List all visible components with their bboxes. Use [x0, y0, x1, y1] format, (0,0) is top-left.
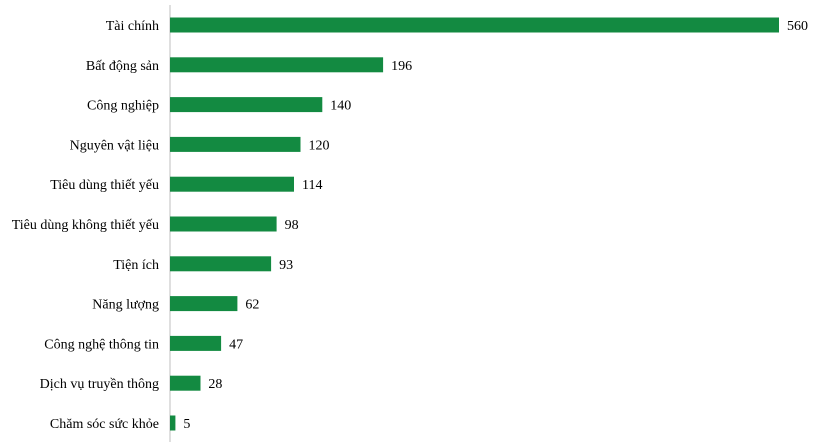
- value-label: 98: [285, 218, 299, 233]
- category-label: Tiêu dùng không thiết yếu: [12, 218, 159, 233]
- category-labels-group: Tài chính Bất động sản Công nghiệp Nguyên v…: [12, 19, 159, 432]
- value-label: 28: [208, 377, 222, 392]
- value-labels-group: 560 196 140 120 114 98 93 62 47 28 5: [183, 19, 808, 432]
- bar: [170, 296, 238, 312]
- value-label: 560: [787, 19, 808, 34]
- bar: [170, 216, 277, 232]
- bar: [170, 57, 384, 73]
- category-label: Tài chính: [106, 19, 159, 34]
- bar: [170, 375, 201, 391]
- value-label: 196: [391, 59, 412, 74]
- bar: [170, 97, 323, 113]
- value-label: 5: [183, 417, 190, 432]
- category-label: Năng lượng: [92, 298, 159, 313]
- category-label: Chăm sóc sức khỏe: [50, 417, 159, 432]
- bars-group: [170, 17, 779, 431]
- value-label: 140: [330, 99, 351, 114]
- category-label: Dịch vụ truyền thông: [40, 377, 159, 392]
- category-label: Nguyên vật liệu: [70, 138, 159, 153]
- category-label: Công nghệ thông tin: [44, 337, 159, 352]
- value-label: 114: [302, 178, 322, 193]
- bar: [170, 176, 294, 192]
- value-label: 62: [245, 298, 259, 313]
- value-label: 47: [229, 337, 243, 352]
- bar: [170, 136, 301, 152]
- category-label: Bất động sản: [86, 59, 159, 74]
- value-label: 93: [279, 258, 293, 273]
- bar: [170, 335, 222, 351]
- bar: [170, 256, 272, 272]
- category-label: Tiêu dùng thiết yếu: [50, 178, 159, 193]
- bar: [170, 17, 779, 33]
- bar: [170, 415, 176, 431]
- category-label: Tiện ích: [113, 258, 159, 273]
- value-label: 120: [309, 138, 330, 153]
- category-label: Công nghiệp: [87, 99, 159, 114]
